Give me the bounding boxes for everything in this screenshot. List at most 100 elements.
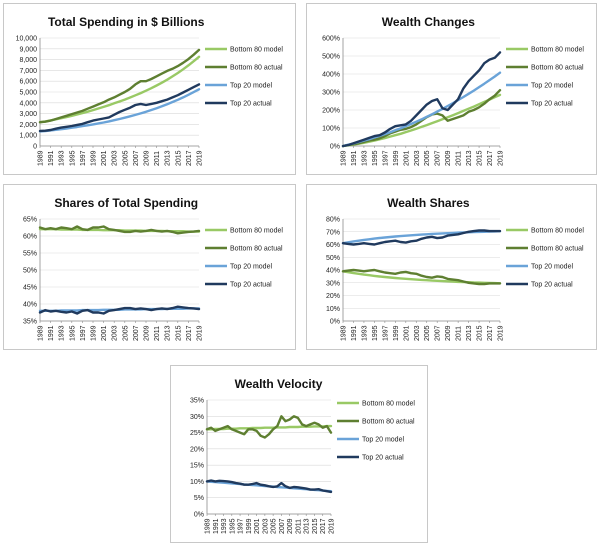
series-line-top-20-actual	[38, 305, 201, 315]
y-tick-label: 0%	[194, 512, 204, 519]
y-tick-label: 30%	[190, 414, 204, 421]
x-tick-label: 1997	[80, 150, 87, 166]
y-tick-label: 25%	[190, 430, 204, 437]
legend-label-top-20-actual: Top 20 actual	[362, 455, 404, 462]
x-tick-label: 2003	[112, 325, 119, 341]
chart-shares-of-total-spending: Shares of Total Spending 35% 40% 45% 50% 55% 6…	[3, 184, 296, 350]
y-tick-label: 2,000	[19, 122, 37, 129]
y-tick-label: 1,000	[19, 133, 37, 140]
x-tick-label: 1993	[59, 325, 66, 341]
x-tick-label: 2009	[445, 325, 452, 341]
x-tick-label: 1995	[229, 518, 236, 534]
y-tick-label: 60%	[326, 242, 340, 249]
y-tick-label: 8,000	[19, 57, 37, 64]
y-tick-label: 50%	[23, 268, 37, 275]
x-tick-label: 1991	[213, 518, 220, 534]
y-tick-label: 5,000	[19, 90, 37, 97]
x-tick-label: 1993	[221, 518, 228, 534]
legend-label-bottom-80-actual: Bottom 80 actual	[230, 65, 283, 72]
y-tick-label: 10,000	[16, 36, 38, 43]
x-tick-label: 2005	[122, 150, 129, 166]
x-tick-label: 2005	[424, 150, 431, 166]
x-tick-label: 2007	[435, 325, 442, 341]
y-tick-label: 35%	[190, 398, 204, 405]
y-tick-label: 600%	[322, 36, 340, 43]
x-tick-label: 2017	[186, 150, 193, 166]
y-tick-label: 35%	[23, 319, 37, 326]
x-tick-label: 2019	[329, 518, 336, 534]
y-tick-label: 40%	[326, 268, 340, 275]
x-tick-label: 2015	[175, 150, 182, 166]
legend-label-top-20-model: Top 20 model	[531, 83, 573, 90]
x-tick-label: 2001	[403, 150, 410, 166]
x-tick-label: 1989	[205, 518, 212, 534]
series-line-top-20-model	[341, 71, 502, 148]
chart-svg: Wealth Changes 0% 100% 200% 300% 400% 500% 600%…	[322, 15, 584, 166]
x-tick-label: 2011	[456, 326, 463, 341]
x-tick-label: 2013	[466, 150, 473, 166]
x-tick-label: 1991	[351, 150, 358, 166]
legend-label-bottom-80-model: Bottom 80 model	[230, 228, 283, 235]
x-tick-label: 1991	[48, 325, 55, 341]
y-tick-label: 0%	[330, 319, 340, 326]
chart-svg: Wealth Shares 0% 10% 20% 30% 40% 50% 60% 70% 80% 1…	[326, 196, 584, 341]
chart-title: Wealth Velocity	[235, 377, 323, 391]
y-tick-label: 70%	[326, 229, 340, 236]
x-tick-label: 1993	[59, 150, 66, 166]
series-line-bottom-80-actual	[205, 415, 333, 439]
x-tick-label: 2001	[101, 325, 108, 341]
x-tick-label: 1995	[69, 325, 76, 341]
legend-label-top-20-actual: Top 20 actual	[531, 101, 573, 108]
y-tick-label: 400%	[322, 72, 340, 79]
y-tick-label: 500%	[322, 54, 340, 61]
series-line-top-20-model	[341, 230, 502, 245]
x-tick-label: 1999	[91, 325, 98, 341]
x-tick-label: 2003	[414, 150, 421, 166]
legend-label-top-20-model: Top 20 model	[230, 264, 272, 271]
y-tick-label: 65%	[23, 217, 37, 224]
chart-title: Shares of Total Spending	[54, 196, 198, 210]
x-tick-label: 1997	[382, 150, 389, 166]
legend-label-top-20-actual: Top 20 actual	[230, 282, 272, 289]
chart-title: Wealth Shares	[387, 196, 470, 210]
series-line-bottom-80-model	[38, 55, 201, 124]
x-tick-label: 2015	[477, 325, 484, 341]
y-tick-label: 6,000	[19, 79, 37, 86]
y-tick-label: 45%	[23, 285, 37, 292]
x-tick-label: 2019	[498, 325, 505, 341]
x-tick-label: 2009	[287, 518, 294, 534]
y-tick-label: 0	[33, 144, 37, 151]
x-tick-label: 2005	[271, 518, 278, 534]
x-tick-label: 2019	[197, 325, 204, 341]
x-tick-label: 2009	[445, 150, 452, 166]
y-tick-label: 60%	[23, 234, 37, 241]
x-tick-label: 2015	[477, 150, 484, 166]
legend-label-bottom-80-model: Bottom 80 model	[531, 228, 584, 235]
y-tick-label: 50%	[326, 255, 340, 262]
x-tick-label: 1989	[38, 150, 45, 166]
series-line-top-20-actual	[341, 229, 502, 246]
x-tick-label: 1999	[91, 150, 98, 166]
series-line-bottom-80-actual	[38, 48, 201, 124]
x-tick-label: 2015	[312, 518, 319, 534]
x-tick-label: 1997	[382, 325, 389, 341]
y-tick-label: 15%	[190, 463, 204, 470]
y-tick-label: 40%	[23, 302, 37, 309]
x-tick-label: 2001	[403, 325, 410, 341]
legend-label-bottom-80-actual: Bottom 80 actual	[362, 419, 415, 426]
x-tick-label: 2011	[154, 151, 161, 166]
series-line-bottom-80-actual	[341, 88, 502, 148]
x-tick-label: 2011	[456, 151, 463, 166]
x-tick-label: 2019	[197, 150, 204, 166]
series-line-bottom-80-model	[341, 270, 502, 285]
chart-wealth-shares: Wealth Shares 0% 10% 20% 30% 40% 50% 60% 70% 80% 1…	[306, 184, 597, 350]
x-tick-label: 1989	[341, 325, 348, 341]
y-tick-label: 300%	[322, 90, 340, 97]
legend-label-top-20-actual: Top 20 actual	[531, 282, 573, 289]
legend-label-bottom-80-actual: Bottom 80 actual	[531, 65, 584, 72]
y-tick-label: 80%	[326, 217, 340, 224]
chart-svg: Shares of Total Spending 35% 40% 45% 50% 55% 6…	[23, 196, 283, 341]
x-tick-label: 2015	[175, 325, 182, 341]
y-tick-label: 5%	[194, 495, 204, 502]
y-tick-label: 9,000	[19, 46, 37, 53]
